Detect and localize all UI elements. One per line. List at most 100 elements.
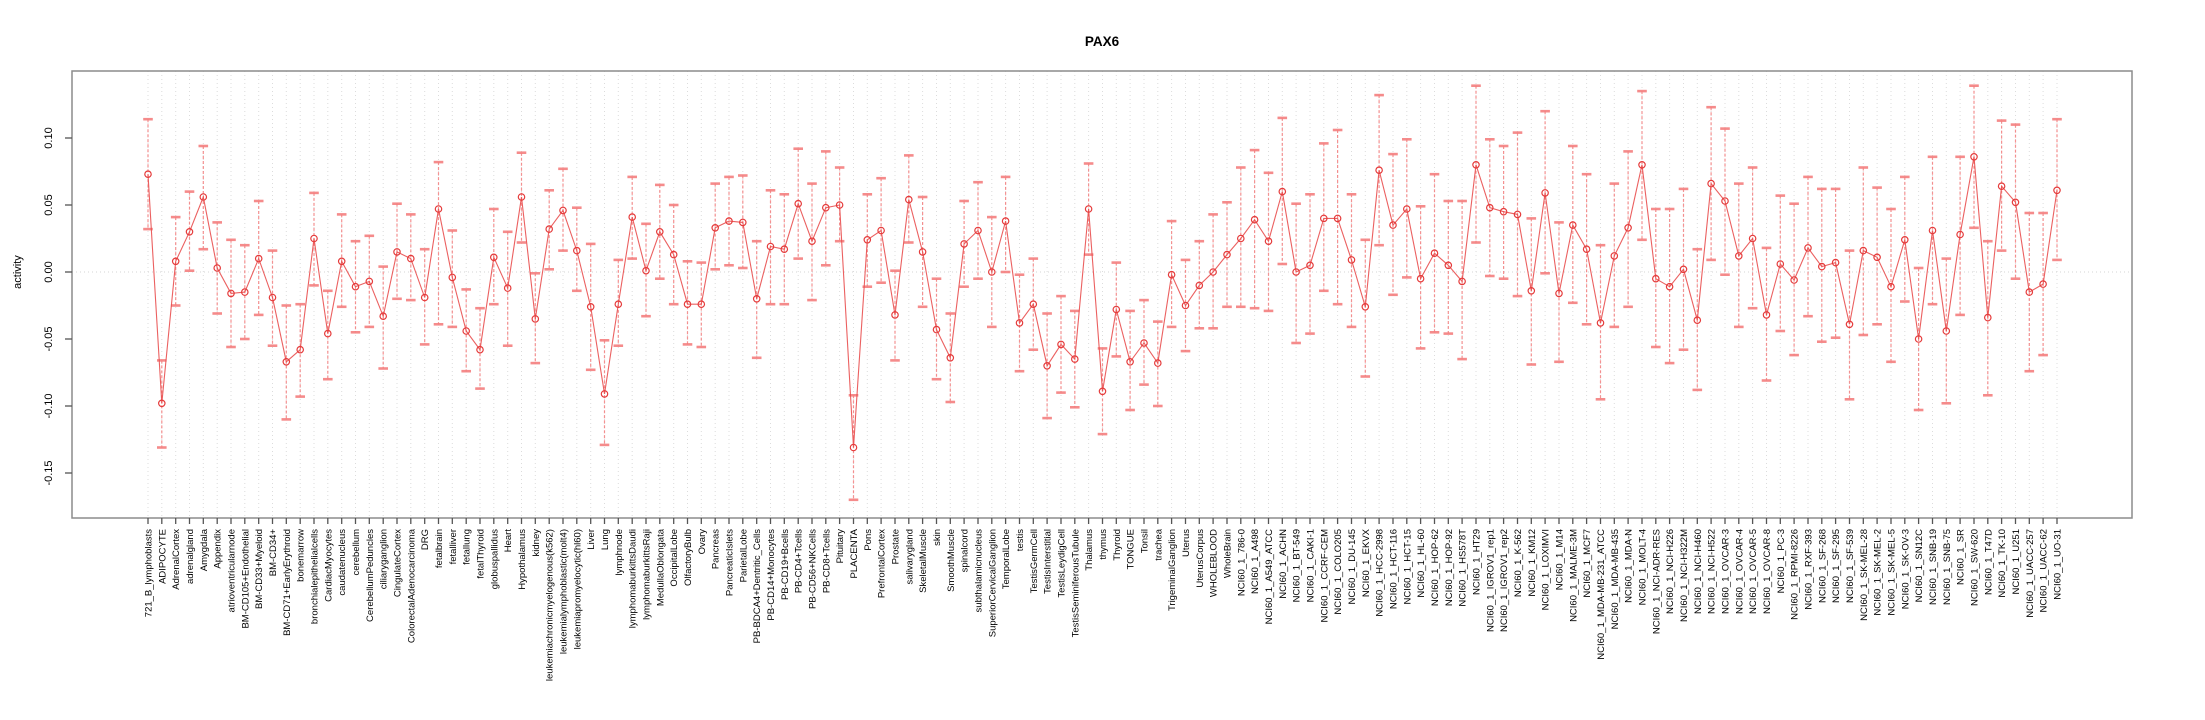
data-point — [642, 266, 650, 275]
x-tick-label: SuperiorCervicalGanglion — [987, 529, 998, 637]
data-point — [1762, 311, 1771, 319]
x-tick-label: subthalamicnucleus — [974, 529, 985, 613]
error-bar — [890, 269, 900, 362]
error-bar — [157, 359, 167, 449]
data-point — [1140, 339, 1148, 347]
x-tick-label: SkeletalMuscle — [918, 529, 929, 593]
error-bar — [1858, 166, 1869, 337]
x-tick-label: ColorectalAdenocarcinoma — [406, 528, 417, 643]
x-tick-label: NCI60_1_T47D — [1983, 529, 1994, 595]
error-bar — [392, 202, 402, 301]
error-bar — [738, 174, 748, 270]
x-tick-label: PB-CD56+NKCells — [808, 529, 819, 609]
data-point — [393, 248, 401, 256]
x-tick-label: NCI60_1_MALME-3M — [1568, 529, 1579, 622]
error-bar — [1526, 217, 1537, 366]
data-point — [974, 226, 982, 235]
data-point — [1416, 274, 1425, 283]
error-bar — [544, 189, 554, 271]
x-tick-label: globuspallidus — [489, 529, 500, 589]
error-bar — [170, 215, 181, 307]
x-tick-label: AdrenalCortex — [171, 529, 182, 590]
x-tick-label: adrenalgland — [185, 529, 196, 584]
data-point — [1596, 319, 1605, 327]
data-point — [1928, 226, 1937, 235]
error-bar — [710, 182, 720, 271]
data-point — [1693, 316, 1702, 325]
x-tick-label: TestisInterstitial — [1043, 529, 1054, 594]
data-point — [808, 237, 816, 246]
x-tick-label: NCI60_1_SK-OV-3 — [1900, 529, 1911, 609]
x-tick-label: NCI60_1_HOP-62 — [1430, 529, 1441, 606]
x-tick-label: NCI60_1_U251 — [2011, 529, 2022, 595]
data-point — [1154, 359, 1162, 367]
x-tick-label: TONGUE — [1126, 529, 1137, 569]
error-bar — [1803, 175, 1813, 318]
x-tick-label: WHOLEBLOOD — [1209, 529, 1220, 597]
data-point — [462, 327, 471, 335]
data-point — [337, 257, 346, 266]
error-bar — [406, 213, 416, 302]
x-tick-label: PrefrontalCortex — [877, 529, 888, 598]
data-point — [2039, 280, 2047, 288]
data-point — [877, 226, 885, 235]
data-point — [946, 353, 955, 362]
data-point — [1057, 340, 1065, 349]
data-point — [1624, 224, 1632, 232]
data-point — [849, 443, 858, 452]
x-tick-label: CingulateCortex — [393, 529, 404, 597]
error-bar — [1955, 155, 1965, 317]
data-point — [2053, 186, 2061, 195]
x-tick-label: NCI60_1_CCRF-CEM — [1319, 529, 1330, 623]
x-tick-label: BM-CD105+Endothelial — [240, 529, 251, 629]
x-tick-label: Heart — [503, 529, 514, 553]
x-tick-label: cerebellum — [351, 529, 362, 576]
x-tick-label: PB-CD4+Tcells — [794, 529, 805, 593]
error-bar — [1277, 116, 1288, 266]
data-point — [1942, 327, 1951, 335]
x-tick-label: fetalThyroid — [476, 529, 487, 579]
data-point — [1430, 249, 1439, 258]
x-tick-label: NCI60_1_HCT-15 — [1402, 529, 1413, 605]
x-tick-label: NCI60_1_OVCAR-4 — [1734, 529, 1745, 614]
x-tick-label: TestisGermCell — [1029, 529, 1040, 593]
x-tick-label: NCI60_1_A498 — [1250, 529, 1261, 594]
error-bar — [1305, 193, 1315, 335]
data-point — [1638, 161, 1646, 169]
x-tick-label: PLACENTA — [849, 528, 860, 578]
data-point — [323, 329, 332, 338]
x-tick-label: skin — [932, 529, 943, 546]
x-tick-label: NCI60_1_SN12C — [1914, 529, 1925, 603]
data-point — [1389, 221, 1397, 229]
data-point — [1901, 236, 1909, 244]
x-tick-label: NCI60_1_UO-31 — [2053, 529, 2064, 600]
x-tick-label: NCI60_1_SK-MEL-28 — [1859, 529, 1870, 621]
data-point — [517, 193, 526, 201]
x-tick-label: NCI60_1_UACC-62 — [2039, 529, 2050, 612]
error-bar — [1844, 249, 1855, 401]
data-point — [1306, 261, 1314, 270]
error-bar — [945, 312, 956, 404]
x-tick-label: BM-CD71+EarlyErythroid — [282, 529, 293, 636]
x-tick-label: NCI60_1_EKVX — [1361, 528, 1372, 597]
x-tick-label: NCI60_1_IGROV1_rep2 — [1499, 529, 1510, 632]
data-point — [863, 236, 872, 244]
data-point — [1029, 300, 1038, 309]
data-point — [1015, 319, 1024, 327]
data-point — [1375, 166, 1383, 175]
data-point — [1237, 234, 1245, 243]
x-tick-label: testis — [1015, 529, 1026, 551]
data-point — [586, 302, 595, 311]
error-bar — [917, 195, 928, 309]
error-bar — [184, 190, 195, 273]
data-point — [282, 357, 291, 366]
x-tick-label: NCI60_1_ACHN — [1278, 529, 1289, 599]
error-bar — [1817, 187, 1827, 344]
error-bar — [1623, 150, 1633, 309]
x-tick-label: PB-BDCA4+Dentritic_Cells — [752, 529, 763, 644]
data-point — [1997, 182, 2006, 191]
data-point — [503, 284, 512, 292]
x-tick-label: NCI60_1_NCI-ADR-RES — [1651, 529, 1662, 634]
x-tick-label: CardiacMyocytes — [323, 529, 334, 602]
